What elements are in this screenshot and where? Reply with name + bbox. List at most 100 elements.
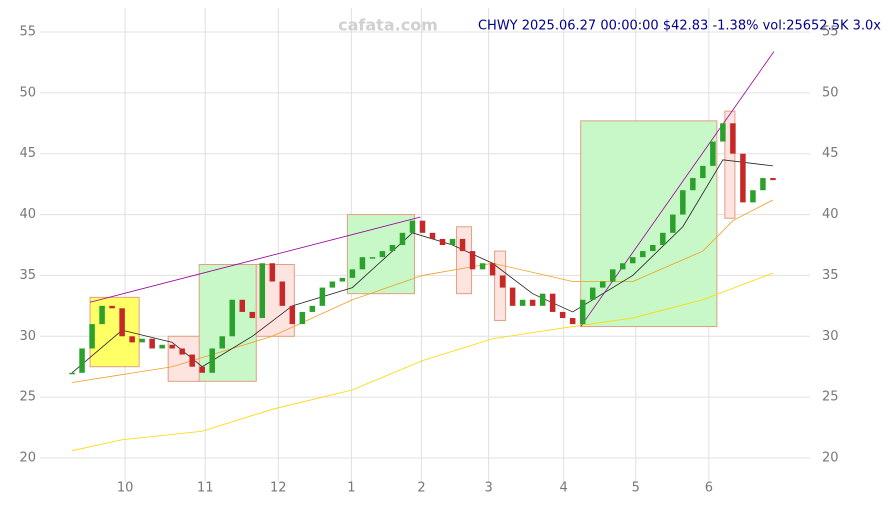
candle xyxy=(529,299,536,306)
candle xyxy=(630,257,636,264)
candle xyxy=(259,263,266,319)
y2-tick-label: 25 xyxy=(822,390,839,405)
y-tick-label: 55 xyxy=(19,25,36,40)
candle xyxy=(69,372,75,375)
candle xyxy=(179,348,185,355)
y-tick-label: 25 xyxy=(19,390,36,405)
candle xyxy=(750,190,756,203)
candle xyxy=(199,366,205,373)
candle xyxy=(189,354,195,367)
candle xyxy=(770,178,776,181)
candle xyxy=(680,190,686,215)
candle xyxy=(139,338,145,343)
candle xyxy=(710,141,716,166)
y2-tick-label: 35 xyxy=(822,268,839,283)
candle xyxy=(99,305,105,325)
overlay-line xyxy=(71,272,774,452)
x-tick-label: 11 xyxy=(197,481,214,496)
candle xyxy=(369,257,376,259)
candle xyxy=(559,311,566,319)
y-tick-label: 30 xyxy=(19,329,36,344)
overlay-line xyxy=(89,216,421,303)
candle xyxy=(409,220,416,233)
candle xyxy=(519,299,526,306)
candle xyxy=(419,220,426,233)
candle xyxy=(740,153,746,203)
candle xyxy=(640,251,646,258)
candle xyxy=(329,281,336,288)
y2-tick-label: 55 xyxy=(822,25,839,40)
candle xyxy=(620,263,626,270)
candle xyxy=(449,238,456,245)
y2-tick-label: 40 xyxy=(822,207,839,222)
x-tick-label: 12 xyxy=(270,481,287,496)
candle xyxy=(760,178,766,191)
y2-tick-label: 45 xyxy=(822,146,839,161)
candle xyxy=(549,293,556,312)
candle xyxy=(429,232,436,239)
watermark: cafata.com xyxy=(338,16,438,35)
candle xyxy=(720,123,726,142)
candle xyxy=(499,275,506,288)
candle xyxy=(299,311,306,325)
y-tick-label: 20 xyxy=(19,451,36,466)
candle xyxy=(509,287,516,306)
candle xyxy=(589,287,596,300)
candle xyxy=(339,277,346,282)
candle xyxy=(319,287,326,306)
y2-tick-label: 20 xyxy=(822,451,839,466)
candle xyxy=(479,263,486,270)
x-tick-label: 2 xyxy=(417,481,425,496)
x-tick-label: 6 xyxy=(705,481,713,496)
candle xyxy=(289,305,296,325)
x-tick-label: 3 xyxy=(484,481,492,496)
candle xyxy=(79,348,85,373)
x-tick-label: 10 xyxy=(117,481,134,496)
candle xyxy=(349,269,356,278)
candle xyxy=(219,336,225,349)
candle xyxy=(439,238,446,245)
candle xyxy=(229,299,236,337)
overlay-line xyxy=(71,159,774,374)
candle xyxy=(119,308,125,337)
candle xyxy=(609,269,616,282)
candle xyxy=(399,232,406,245)
zone xyxy=(198,263,257,382)
y-tick-label: 40 xyxy=(19,207,36,222)
candle xyxy=(129,336,135,343)
candle xyxy=(459,238,466,252)
candle xyxy=(109,305,115,309)
candle xyxy=(159,344,165,349)
candle xyxy=(489,263,496,276)
candle xyxy=(149,338,155,349)
candle xyxy=(690,178,696,191)
candle xyxy=(700,165,706,179)
candle xyxy=(239,299,246,312)
y-tick-label: 50 xyxy=(19,85,36,100)
zone xyxy=(580,120,718,328)
candle xyxy=(209,348,215,373)
candle xyxy=(650,245,656,252)
y-tick-label: 45 xyxy=(19,146,36,161)
y-tick-label: 35 xyxy=(19,268,36,283)
candle xyxy=(730,123,736,154)
candle xyxy=(579,299,586,325)
x-tick-label: 5 xyxy=(632,481,640,496)
candle xyxy=(249,311,256,319)
candle xyxy=(269,263,276,282)
candle xyxy=(309,305,316,312)
chart-title: CHWY 2025.06.27 00:00:00 $42.83 -1.38% v… xyxy=(478,19,881,34)
y2-tick-label: 50 xyxy=(822,85,839,100)
y2-tick-label: 30 xyxy=(822,329,839,344)
candle xyxy=(670,214,676,233)
candle xyxy=(469,251,476,270)
candle xyxy=(389,245,396,252)
candle xyxy=(359,257,366,270)
candle xyxy=(599,281,606,288)
zone xyxy=(456,226,473,295)
candle xyxy=(660,232,666,245)
x-tick-label: 4 xyxy=(560,481,568,496)
candle xyxy=(569,318,576,325)
zone xyxy=(724,110,736,219)
candle xyxy=(539,293,546,306)
